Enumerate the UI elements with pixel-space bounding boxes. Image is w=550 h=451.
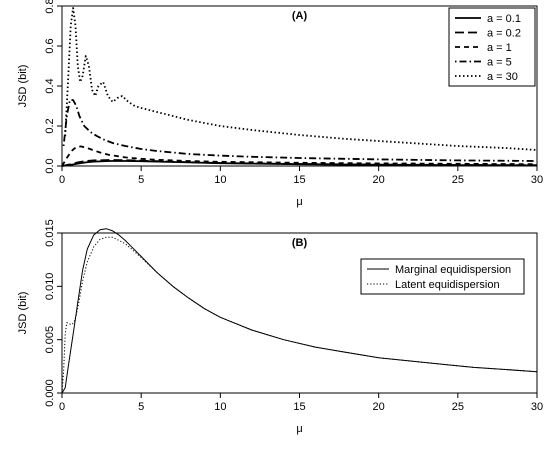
- y-tick-label: 0.4: [44, 78, 56, 93]
- y-tick-label: 0.8: [44, 0, 56, 14]
- series-line-2: [61, 159, 538, 167]
- x-tick-label: 5: [138, 401, 144, 413]
- panel-b-y-axis: 0.000 0.005 0.010 0.015: [44, 219, 63, 407]
- series-line-4: [62, 99, 538, 162]
- legend-box: [448, 7, 536, 87]
- series-line-5: [64, 7, 538, 151]
- y-tick-label: 0.6: [44, 38, 56, 53]
- series-line-1: [61, 228, 538, 394]
- panel-a-y-axis-label: JSD (bit): [17, 65, 29, 108]
- x-tick-label: 15: [293, 174, 305, 186]
- panel-a-legend: a = 0.1 a = 0.2 a = 1 a = 5 a = 30: [448, 7, 536, 87]
- panel-a: (A) 0 5 10 15 20 25 30 0.0 0.2 0.4 0.6 0.8 μ JSD (…: [17, 0, 543, 208]
- y-tick-label: 0.000: [44, 379, 56, 407]
- legend-box: [360, 258, 525, 295]
- panel-a-x-axis: 0 5 10 15 20 25 30: [59, 165, 543, 186]
- y-tick-label: 0.010: [44, 273, 56, 301]
- panel-b-y-axis-label: JSD (bit): [17, 292, 29, 335]
- panel-b-title: (B): [292, 237, 308, 249]
- x-tick-label: 15: [293, 401, 305, 413]
- panel-b-series: [61, 228, 538, 394]
- y-tick-label: 0.0: [44, 158, 56, 173]
- legend-label: a = 30: [487, 71, 518, 83]
- legend-label: a = 0.1: [487, 13, 521, 25]
- x-tick-label: 10: [214, 401, 226, 413]
- series-line-3: [61, 145, 538, 167]
- x-tick-label: 5: [138, 174, 144, 186]
- panel-a-series: [61, 7, 538, 167]
- x-tick-label: 0: [59, 401, 65, 413]
- panel-b-x-axis: 0 5 10 15 20 25 30: [59, 392, 543, 413]
- legend-label: a = 1: [487, 42, 512, 54]
- series-line-2: [61, 236, 538, 394]
- legend-label: Latent equidispersion: [395, 279, 500, 291]
- legend-label: a = 5: [487, 57, 512, 69]
- x-tick-label: 0: [59, 174, 65, 186]
- y-tick-label: 0.015: [44, 219, 56, 247]
- x-tick-label: 20: [373, 174, 385, 186]
- legend-label: Marginal equidispersion: [395, 264, 511, 276]
- x-tick-label: 10: [214, 174, 226, 186]
- x-tick-label: 25: [452, 401, 464, 413]
- x-tick-label: 30: [531, 174, 543, 186]
- panel-a-y-axis: 0.0 0.2 0.4 0.6 0.8: [44, 0, 63, 174]
- panel-a-title: (A): [292, 10, 308, 22]
- x-tick-label: 30: [531, 401, 543, 413]
- panel-b-legend: Marginal equidispersion Latent equidisper…: [360, 258, 525, 295]
- legend-label: a = 0.2: [487, 28, 521, 40]
- x-tick-label: 25: [452, 174, 464, 186]
- x-tick-label: 20: [373, 401, 385, 413]
- y-tick-label: 0.005: [44, 326, 56, 354]
- panel-a-x-axis-label: μ: [296, 196, 302, 208]
- y-tick-label: 0.2: [44, 118, 56, 133]
- panel-b-x-axis-label: μ: [296, 423, 302, 435]
